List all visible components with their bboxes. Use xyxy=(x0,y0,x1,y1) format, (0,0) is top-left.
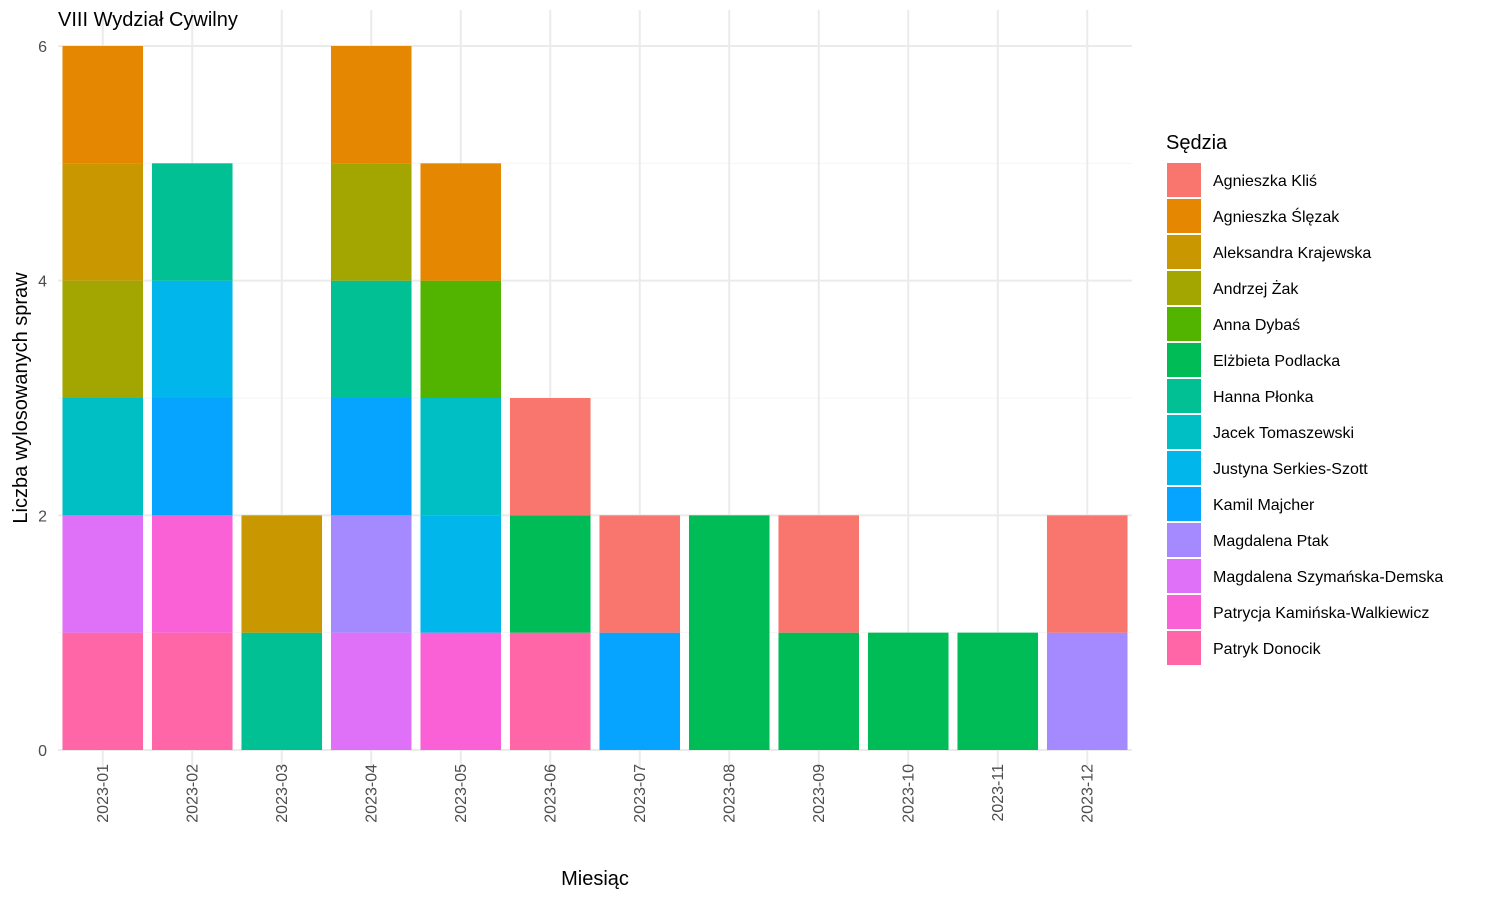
bar-segment xyxy=(62,398,144,516)
legend-key xyxy=(1167,631,1201,665)
legend-label: Hanna Płonka xyxy=(1213,389,1314,406)
x-tick-label: 2023-05 xyxy=(453,764,470,823)
bar-segment xyxy=(151,398,233,516)
legend-key xyxy=(1167,343,1201,377)
bar-segment xyxy=(420,163,502,281)
legend-label: Agnieszka Ślęzak xyxy=(1213,207,1340,226)
x-tick-label: 2023-12 xyxy=(1079,764,1096,823)
y-axis-ticks: 0 2 4 6 xyxy=(38,39,47,760)
bar-segment xyxy=(420,280,502,398)
bar-segment xyxy=(330,515,412,633)
bar-segment xyxy=(1046,632,1128,750)
bar-segment xyxy=(778,515,860,633)
legend-label: Elżbieta Podlacka xyxy=(1213,353,1340,370)
bar-segment xyxy=(330,280,412,398)
legend-key xyxy=(1167,235,1201,269)
bar-segment xyxy=(509,515,591,633)
bar-segment xyxy=(420,515,502,633)
legend-label: Agnieszka Kliś xyxy=(1213,173,1317,190)
bar-segment xyxy=(1046,515,1128,633)
legend-key xyxy=(1167,487,1201,521)
legend-label: Aleksandra Krajewska xyxy=(1213,245,1371,262)
legend-label: Magdalena Ptak xyxy=(1213,533,1330,550)
x-axis-title: Miesiąc xyxy=(561,868,629,890)
legend-key xyxy=(1167,379,1201,413)
legend: Sędzia Agnieszka Kliś Agnieszka Ślęzak Ale… xyxy=(1166,132,1443,665)
legend-key xyxy=(1167,415,1201,449)
bar-segment xyxy=(509,632,591,750)
bar-segment xyxy=(330,632,412,750)
legend-label: Jacek Tomaszewski xyxy=(1213,425,1354,442)
bar-segment xyxy=(241,515,323,633)
bar-segment xyxy=(778,632,860,750)
bar-segment xyxy=(688,515,770,750)
bar-segment xyxy=(62,163,144,281)
bar-segment xyxy=(62,280,144,398)
y-tick-label: 2 xyxy=(38,508,47,525)
bar-segment xyxy=(62,46,144,164)
legend-key xyxy=(1167,523,1201,557)
bar-segment xyxy=(330,46,412,164)
y-axis-title: Liczba wylosowanych spraw xyxy=(10,272,32,524)
bar-segment xyxy=(62,632,144,750)
legend-label: Patryk Donocik xyxy=(1213,641,1322,658)
bar-segment xyxy=(151,515,233,633)
legend-label: Andrzej Żak xyxy=(1213,279,1299,298)
x-axis-ticks: 2023-01 2023-02 2023-03 2023-04 2023-05 2023-… xyxy=(95,764,1097,823)
y-tick-label: 4 xyxy=(38,274,47,291)
x-tick-label: 2023-11 xyxy=(990,764,1007,822)
x-tick-label: 2023-02 xyxy=(184,764,201,823)
legend-key xyxy=(1167,559,1201,593)
bar-segment xyxy=(957,632,1039,750)
x-tick-label: 2023-01 xyxy=(95,764,112,823)
y-tick-label: 6 xyxy=(38,39,47,56)
legend-key xyxy=(1167,595,1201,629)
x-tick-label: 2023-08 xyxy=(721,764,738,823)
legend-label: Justyna Serkies-Szott xyxy=(1213,461,1368,478)
legend-title: Sędzia xyxy=(1166,132,1228,154)
chart-title: VIII Wydział Cywilny xyxy=(58,9,238,31)
y-tick-label: 0 xyxy=(38,743,47,760)
bar-segment xyxy=(599,515,681,633)
legend-label: Kamil Majcher xyxy=(1213,497,1315,514)
bar-segment xyxy=(420,632,502,750)
bar-segment xyxy=(330,163,412,281)
legend-label: Patrycja Kamińska-Walkiewicz xyxy=(1213,605,1429,622)
x-tick-label: 2023-03 xyxy=(274,764,291,823)
legend-key xyxy=(1167,307,1201,341)
legend-label: Anna Dybaś xyxy=(1213,317,1300,334)
x-tick-label: 2023-09 xyxy=(811,764,828,823)
x-tick-label: 2023-06 xyxy=(542,764,559,823)
bar-segment xyxy=(151,280,233,398)
bar-segment xyxy=(867,632,949,750)
bar-segment xyxy=(509,398,591,516)
legend-key xyxy=(1167,163,1201,197)
bar-segment xyxy=(151,632,233,750)
x-tick-label: 2023-07 xyxy=(632,764,649,823)
bar-segment xyxy=(241,632,323,750)
legend-key xyxy=(1167,199,1201,233)
bar-segment xyxy=(599,632,681,750)
bar-segment xyxy=(62,515,144,633)
bar-segment xyxy=(420,398,502,516)
bar-segment xyxy=(330,398,412,516)
legend-key xyxy=(1167,451,1201,485)
x-tick-label: 2023-04 xyxy=(363,764,380,823)
bar-segment xyxy=(151,163,233,281)
bars xyxy=(62,46,1128,750)
legend-label: Magdalena Szymańska-Demska xyxy=(1213,569,1443,586)
x-tick-label: 2023-10 xyxy=(900,764,917,823)
legend-key xyxy=(1167,271,1201,305)
